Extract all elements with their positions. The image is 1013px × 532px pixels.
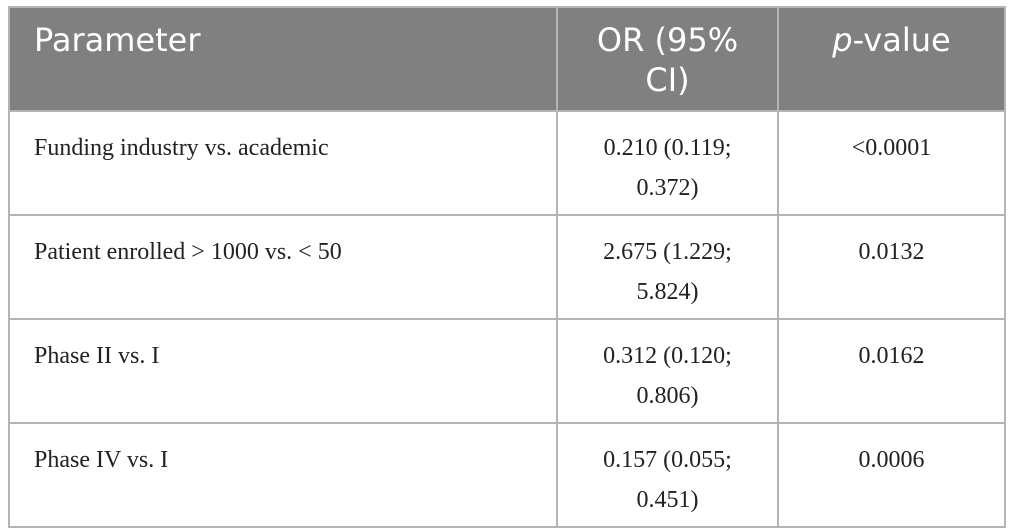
cell-or: 0.210 (0.119; 0.372) [556, 110, 779, 216]
cell-pvalue: 0.0132 [777, 214, 1006, 320]
table-row: Funding industry vs. academic 0.210 (0.1… [8, 110, 1006, 216]
header-parameter: Parameter [8, 6, 558, 112]
header-pvalue-rest: -value [852, 21, 951, 59]
cell-or: 2.675 (1.229; 5.824) [556, 214, 779, 320]
header-pvalue-italic: p [832, 21, 853, 59]
table-container: Parameter OR (95% CI) p-value Funding in… [8, 6, 1006, 528]
cell-or: 0.157 (0.055; 0.451) [556, 422, 779, 528]
cell-or: 0.312 (0.120; 0.806) [556, 318, 779, 424]
cell-pvalue: 0.0162 [777, 318, 1006, 424]
header-or-label: OR (95% CI) [596, 21, 739, 99]
table-row: Phase II vs. I 0.312 (0.120; 0.806) 0.01… [8, 318, 1006, 424]
header-row: Parameter OR (95% CI) p-value [8, 6, 1006, 112]
table-row: Phase IV vs. I 0.157 (0.055; 0.451) 0.00… [8, 422, 1006, 528]
cell-parameter: Phase II vs. I [8, 318, 558, 424]
header-or: OR (95% CI) [556, 6, 779, 112]
cell-or-value: 0.210 (0.119; 0.372) [603, 135, 732, 201]
cell-or-value: 0.157 (0.055; 0.451) [603, 447, 732, 513]
header-parameter-label: Parameter [34, 21, 201, 59]
results-table: Parameter OR (95% CI) p-value Funding in… [8, 6, 1006, 528]
cell-pvalue: 0.0006 [777, 422, 1006, 528]
table-row: Patient enrolled > 1000 vs. < 50 2.675 (… [8, 214, 1006, 320]
header-pvalue: p-value [777, 6, 1006, 112]
cell-or-value: 2.675 (1.229; 5.824) [603, 239, 732, 305]
table-body: Funding industry vs. academic 0.210 (0.1… [8, 110, 1006, 528]
cell-parameter: Phase IV vs. I [8, 422, 558, 528]
cell-parameter: Patient enrolled > 1000 vs. < 50 [8, 214, 558, 320]
table-header: Parameter OR (95% CI) p-value [8, 6, 1006, 112]
cell-or-value: 0.312 (0.120; 0.806) [603, 343, 732, 409]
cell-pvalue: <0.0001 [777, 110, 1006, 216]
cell-parameter: Funding industry vs. academic [8, 110, 558, 216]
